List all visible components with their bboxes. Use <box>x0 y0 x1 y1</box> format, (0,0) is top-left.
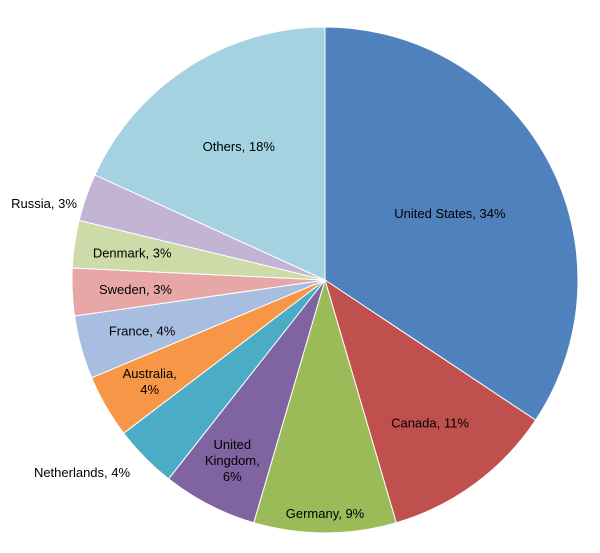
pie-label-germany: Germany, 9% <box>286 506 365 521</box>
pie-label-denmark: Denmark, 3% <box>93 245 172 260</box>
pie-labels: United States, 34% Canada, 11% Germany, 9%… <box>11 139 506 521</box>
pie-label-australia: Australia, 4% <box>123 366 177 397</box>
pie-label-france: France, 4% <box>109 324 176 339</box>
pie-label-russia: Russia, 3% <box>11 196 77 211</box>
pie-slice-canada <box>324 278 537 524</box>
pie-label-others: Others, 18% <box>203 139 276 154</box>
pie-label-netherlands: Netherlands, 4% <box>34 465 131 480</box>
pie-slice-others <box>94 26 326 281</box>
pie-slices <box>71 26 579 534</box>
pie-label-united-kingdom: United Kingdom, 6% <box>205 437 260 484</box>
pie-label-united-states: United States, 34% <box>394 206 506 221</box>
pie-label-canada: Canada, 11% <box>391 416 469 431</box>
pie-label-sweden: Sweden, 3% <box>99 282 172 297</box>
pie-slice-germany <box>253 278 397 534</box>
